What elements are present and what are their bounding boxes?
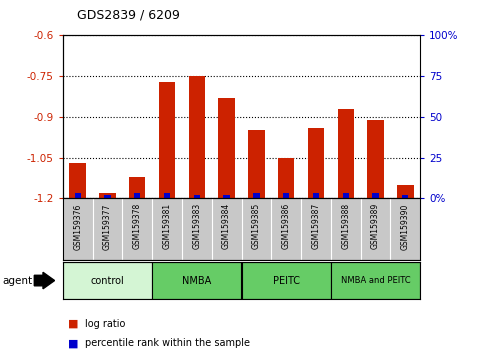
Bar (189, 76, 205, 198)
Text: PEITC: PEITC (273, 275, 299, 286)
Bar (129, 177, 145, 198)
Text: NMBA and PEITC: NMBA and PEITC (341, 276, 411, 285)
Text: GSM159384: GSM159384 (222, 203, 231, 250)
Text: ■: ■ (68, 338, 78, 348)
Bar (338, 109, 354, 198)
Text: log ratio: log ratio (85, 319, 125, 329)
Bar (308, 128, 324, 198)
Text: GSM159381: GSM159381 (163, 203, 171, 249)
Text: percentile rank within the sample: percentile rank within the sample (85, 338, 250, 348)
Bar (152, 262, 242, 299)
Text: control: control (91, 275, 124, 286)
Bar (159, 81, 175, 198)
Text: NMBA: NMBA (182, 275, 212, 286)
Text: GSM159390: GSM159390 (401, 203, 410, 250)
Text: GSM159386: GSM159386 (282, 203, 291, 250)
Bar (253, 193, 259, 198)
Bar (372, 193, 379, 198)
Bar (194, 195, 200, 198)
Bar (70, 163, 86, 198)
Bar (242, 262, 331, 299)
Bar (104, 195, 111, 198)
Bar (278, 158, 294, 198)
Text: GSM159387: GSM159387 (312, 203, 320, 250)
Bar (313, 193, 319, 198)
Bar (218, 98, 235, 198)
Bar (342, 193, 349, 198)
Bar (224, 195, 230, 198)
Text: GDS2839 / 6209: GDS2839 / 6209 (77, 8, 180, 21)
Bar (74, 193, 81, 198)
Text: GSM159376: GSM159376 (73, 203, 82, 250)
Bar (99, 193, 115, 198)
FancyArrow shape (34, 272, 55, 289)
Text: GSM159388: GSM159388 (341, 203, 350, 249)
Text: GSM159385: GSM159385 (252, 203, 261, 250)
Text: ■: ■ (68, 319, 78, 329)
Text: GSM159383: GSM159383 (192, 203, 201, 250)
Bar (397, 185, 413, 198)
Bar (248, 130, 265, 198)
Bar (63, 262, 152, 299)
Text: GSM159389: GSM159389 (371, 203, 380, 250)
Bar (402, 195, 409, 198)
Text: GSM159378: GSM159378 (133, 203, 142, 250)
Text: GSM159377: GSM159377 (103, 203, 112, 250)
Bar (283, 193, 289, 198)
Bar (164, 193, 170, 198)
Bar (134, 193, 141, 198)
Bar (331, 262, 420, 299)
Text: agent: agent (2, 275, 32, 286)
Bar (368, 120, 384, 198)
